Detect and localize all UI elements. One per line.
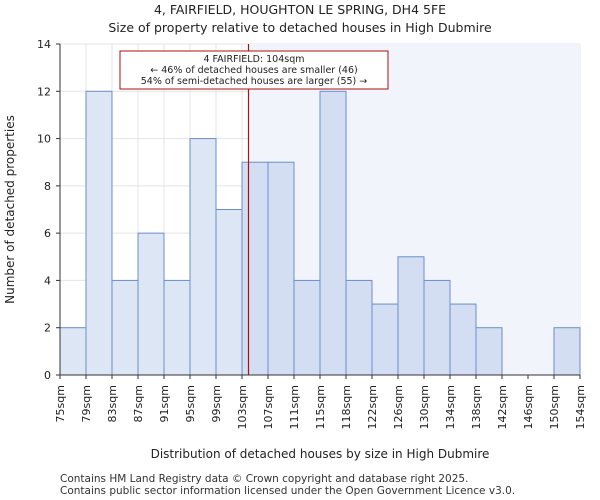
- x-tick-label: 111sqm: [288, 385, 301, 429]
- chart-subtitle: Size of property relative to detached ho…: [108, 20, 492, 35]
- x-tick-label: 130sqm: [418, 385, 431, 429]
- y-tick-label: 10: [37, 133, 51, 146]
- bar: [137, 232, 165, 376]
- annotation-line-3: 54% of semi-detached houses are larger (…: [141, 76, 368, 87]
- x-tick-label: 75sqm: [54, 385, 67, 422]
- x-tick-label: 107sqm: [262, 385, 275, 429]
- bar: [345, 279, 373, 376]
- x-tick-label: 103sqm: [236, 385, 249, 429]
- y-axis-label: Number of detached properties: [3, 115, 17, 304]
- bar: [475, 327, 503, 376]
- x-tick-label: 95sqm: [184, 385, 197, 422]
- footer-licence: Contains public sector information licen…: [60, 485, 516, 497]
- y-tick-label: 8: [44, 180, 51, 193]
- y-tick-label: 0: [44, 369, 51, 382]
- x-axis-label: Distribution of detached houses by size …: [151, 447, 490, 461]
- bar: [85, 90, 113, 376]
- x-tick-label: 99sqm: [210, 385, 223, 422]
- x-tick-label: 87sqm: [132, 385, 145, 422]
- chart-title: 4, FAIRFIELD, HOUGHTON LE SPRING, DH4 5F…: [153, 2, 447, 17]
- histogram-chart: 0 2 4 6 8 10 12 14 75sqm 79sqm 83sqm 87sqm 91sqm 95sq…: [3, 38, 587, 461]
- x-tick-label: 122sqm: [366, 385, 379, 429]
- x-tick-label: 83sqm: [106, 385, 119, 422]
- annotation-line-1: 4 FAIRFIELD: 104sqm: [203, 54, 304, 65]
- bar: [215, 209, 243, 376]
- bar: [189, 138, 217, 376]
- y-tick-label: 2: [44, 322, 51, 335]
- bar: [267, 161, 295, 376]
- x-tick-label: 79sqm: [80, 385, 93, 422]
- bar: [423, 279, 451, 376]
- x-tick-label: 118sqm: [340, 385, 353, 429]
- y-tick-label: 6: [44, 227, 51, 240]
- x-tick-label: 150sqm: [548, 385, 561, 429]
- annotation-line-2: ← 46% of detached houses are smaller (46…: [150, 65, 357, 76]
- y-tick-label: 4: [44, 274, 51, 287]
- bar: [163, 279, 191, 376]
- bar: [319, 90, 347, 376]
- x-tick-label: 91sqm: [158, 385, 171, 422]
- bar: [553, 327, 581, 376]
- bar: [59, 327, 87, 376]
- bar: [241, 161, 269, 376]
- annotation-border: [119, 50, 389, 90]
- x-tick-label: 115sqm: [314, 385, 327, 429]
- axes: 0 2 4 6 8 10 12 14 75sqm 79sqm 83sqm 87sqm 91sqm 95sq…: [37, 38, 587, 429]
- x-tick-label: 134sqm: [444, 385, 457, 429]
- bar: [397, 256, 425, 376]
- x-tick-label: 142sqm: [496, 385, 509, 429]
- bar: [111, 279, 139, 376]
- annotation-box: 4 FAIRFIELD: 104sqm ← 46% of detached ho…: [119, 50, 389, 90]
- x-tick-label: 146sqm: [522, 385, 535, 429]
- footer-copyright: Contains HM Land Registry data © Crown c…: [60, 473, 469, 485]
- bars: [59, 90, 581, 376]
- x-tick-label: 126sqm: [392, 385, 405, 429]
- bar: [449, 303, 477, 376]
- x-tick-label: 154sqm: [574, 385, 587, 429]
- bar: [371, 303, 399, 376]
- x-tick-label: 138sqm: [470, 385, 483, 429]
- y-tick-label: 12: [37, 85, 51, 98]
- y-tick-label: 14: [37, 38, 51, 51]
- bar: [293, 279, 321, 376]
